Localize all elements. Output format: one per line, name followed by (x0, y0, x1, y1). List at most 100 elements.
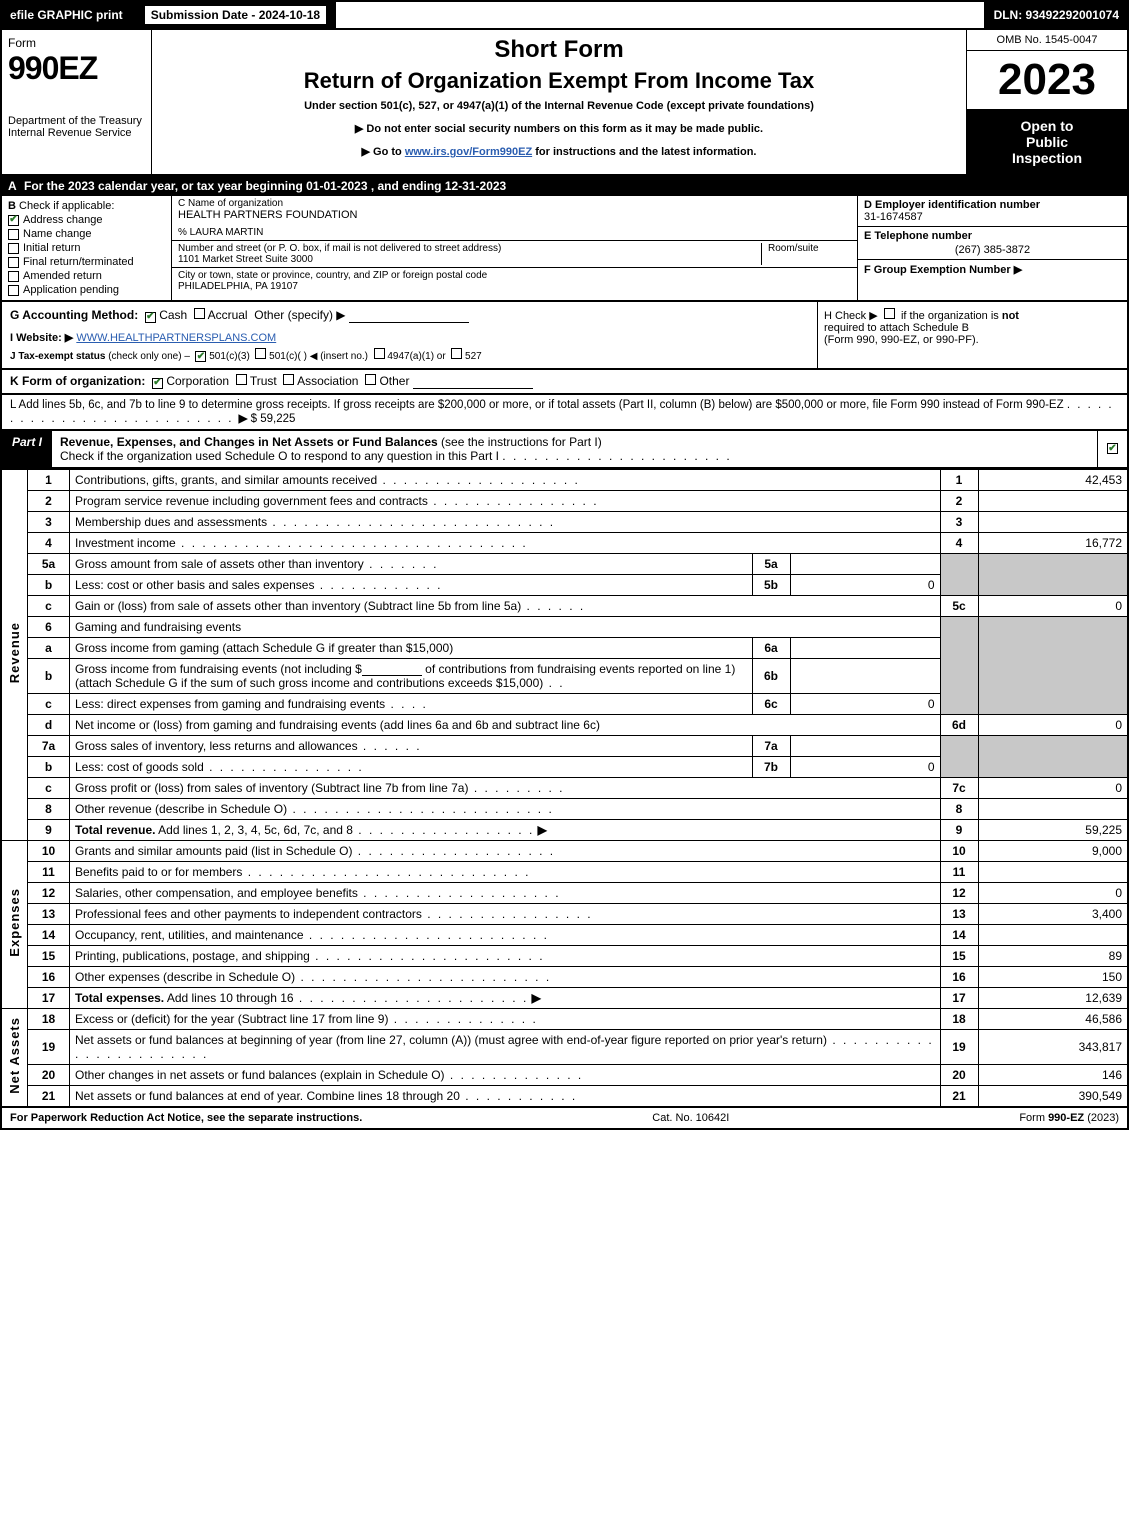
box-f-group: F Group Exemption Number ▶ (858, 260, 1127, 279)
g-accrual-checkbox[interactable] (194, 308, 205, 319)
k-other-checkbox[interactable] (365, 374, 376, 385)
tax-year: 2023 (967, 51, 1127, 110)
j-4947-checkbox[interactable] (374, 348, 385, 359)
line-17-no: 17 (28, 987, 70, 1008)
line-1-rn: 1 (940, 469, 978, 490)
g-other-input[interactable] (349, 311, 469, 323)
line-20-amount: 146 (978, 1064, 1128, 1085)
line-18-desc: Excess or (deficit) for the year (Subtra… (70, 1008, 941, 1029)
line-5b-desc: Less: cost or other basis and sales expe… (70, 574, 753, 595)
header-right: OMB No. 1545-0047 2023 Open to Public In… (967, 30, 1127, 174)
line-8-rn: 8 (940, 798, 978, 819)
j-501c-checkbox[interactable] (255, 348, 266, 359)
line-5c-desc: Gain or (loss) from sale of assets other… (70, 595, 941, 616)
j-opt3: 4947(a)(1) or (387, 351, 445, 362)
col-b-checkbox-4[interactable] (8, 271, 19, 282)
line-7a-no: 7a (28, 735, 70, 756)
line-4-desc: Investment income . . . . . . . . . . . … (70, 532, 941, 553)
part1-check-cell (1097, 431, 1127, 467)
expenses-rotated-label: Expenses (1, 840, 28, 1008)
line-6b-sl: 6b (752, 658, 790, 693)
line-1-desc: Contributions, gifts, grants, and simila… (70, 469, 941, 490)
col-b-item: Address change (8, 214, 165, 226)
gh-block: G Accounting Method: Cash Accrual Other … (0, 302, 1129, 370)
col-b-checkbox-5[interactable] (8, 285, 19, 296)
line-11-desc: Benefits paid to or for members . . . . … (70, 861, 941, 882)
part1-dots: . . . . . . . . . . . . . . . . . . . . … (502, 449, 731, 463)
line-6-shade-rn (940, 616, 978, 714)
line-13-rn: 13 (940, 903, 978, 924)
line-18-no: 18 (28, 1008, 70, 1029)
page-footer: For Paperwork Reduction Act Notice, see … (0, 1108, 1129, 1130)
col-b-checkbox-0[interactable] (8, 215, 19, 226)
k-other-input[interactable] (413, 377, 533, 389)
j-label: J Tax-exempt status (10, 351, 105, 362)
part1-title: Revenue, Expenses, and Changes in Net As… (60, 435, 438, 449)
line-6c-sl: 6c (752, 693, 790, 714)
k-opt-2: Association (297, 374, 358, 388)
line-6a-sl: 6a (752, 637, 790, 658)
line-6c-desc: Less: direct expenses from gaming and fu… (70, 693, 753, 714)
col-c: C Name of organization HEALTH PARTNERS F… (172, 196, 857, 300)
gh-left: G Accounting Method: Cash Accrual Other … (2, 302, 817, 368)
line-4-no: 4 (28, 532, 70, 553)
form-header: Form 990EZ Department of the Treasury In… (0, 30, 1129, 176)
k-assoc-checkbox[interactable] (283, 374, 294, 385)
submission-date-label: Submission Date - 2024-10-18 (145, 6, 326, 24)
line-11-rn: 11 (940, 861, 978, 882)
k-label: K Form of organization: (10, 374, 145, 388)
line-9-desc: Total revenue. Add lines 1, 2, 3, 4, 5c,… (70, 819, 941, 840)
part1-checkbox[interactable] (1107, 443, 1118, 454)
note-ssn: ▶ Do not enter social security numbers o… (162, 122, 956, 135)
efile-label: efile GRAPHIC print (2, 2, 133, 28)
col-b-label-3: Final return/terminated (23, 256, 134, 268)
k-opt-3: Other (379, 374, 409, 388)
line-3-amount (978, 511, 1128, 532)
box-e-phone: E Telephone number (267) 385-3872 (858, 227, 1127, 260)
line-2-rn: 2 (940, 490, 978, 511)
line-7c-amount: 0 (978, 777, 1128, 798)
c-label: C Name of organization (178, 198, 851, 209)
line-6b-blank[interactable] (362, 664, 422, 676)
line-10-rn: 10 (940, 840, 978, 861)
line-10-desc: Grants and similar amounts paid (list in… (70, 840, 941, 861)
h-not: not (1002, 310, 1019, 322)
j-501c3-checkbox[interactable] (195, 351, 206, 362)
col-c-city-block: City or town, state or province, country… (172, 268, 857, 300)
line-6d-rn: 6d (940, 714, 978, 735)
line-13-no: 13 (28, 903, 70, 924)
line-5a-no: 5a (28, 553, 70, 574)
line-7c-desc: Gross profit or (loss) from sales of inv… (70, 777, 941, 798)
col-b-label-5: Application pending (23, 284, 119, 296)
j-527-checkbox[interactable] (451, 348, 462, 359)
form-number: 990EZ (8, 50, 145, 87)
line-4-rn: 4 (940, 532, 978, 553)
line-2-desc: Program service revenue including govern… (70, 490, 941, 511)
e-value: (267) 385-3872 (864, 244, 1121, 256)
k-row: K Form of organization: Corporation Trus… (0, 370, 1129, 395)
line-1-no: 1 (28, 469, 70, 490)
g-cash-label: Cash (159, 308, 187, 322)
col-b-checkbox-3[interactable] (8, 257, 19, 268)
line-7a-desc: Gross sales of inventory, less returns a… (70, 735, 753, 756)
line-6c-no: c (28, 693, 70, 714)
line-3-desc: Membership dues and assessments . . . . … (70, 511, 941, 532)
line-21-rn: 21 (940, 1085, 978, 1107)
part1-sub: Check if the organization used Schedule … (60, 449, 499, 463)
part1-header: Part I Revenue, Expenses, and Changes in… (0, 431, 1129, 469)
g-cash-checkbox[interactable] (145, 312, 156, 323)
h-text4: required to attach Schedule B (824, 322, 969, 334)
k-trust-checkbox[interactable] (236, 374, 247, 385)
col-b-checkbox-1[interactable] (8, 229, 19, 240)
k-corp-checkbox[interactable] (152, 378, 163, 389)
i-label: I Website: ▶ (10, 332, 73, 344)
line-8-desc: Other revenue (describe in Schedule O) .… (70, 798, 941, 819)
h-box: H Check ▶ if the organization is not req… (817, 302, 1127, 368)
revenue-rotated-label: Revenue (1, 469, 28, 840)
h-checkbox[interactable] (884, 308, 895, 319)
irs-link[interactable]: www.irs.gov/Form990EZ (405, 146, 532, 158)
col-b-item: Amended return (8, 270, 165, 282)
col-b-checkbox-2[interactable] (8, 243, 19, 254)
line-5b-sl: 5b (752, 574, 790, 595)
website-link[interactable]: WWW.HEALTHPARTNERSPLANS.COM (76, 332, 276, 344)
